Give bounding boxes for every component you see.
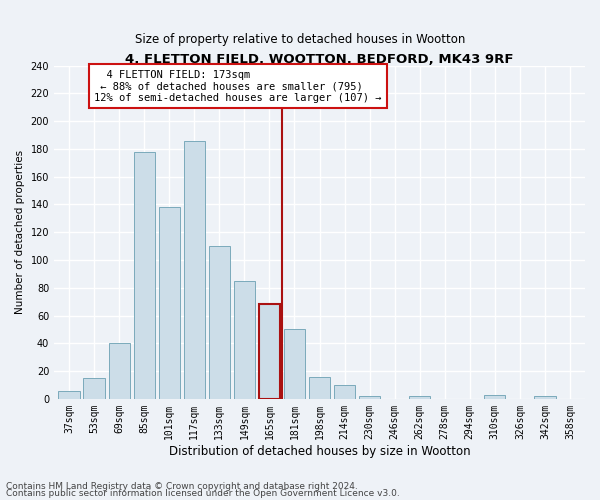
Bar [83,378,105,399]
Bar [234,281,255,399]
Bar [109,344,130,399]
Text: Size of property relative to detached houses in Wootton: Size of property relative to detached ho… [135,32,465,46]
Bar [359,396,380,399]
Bar [534,396,556,399]
Bar [409,396,430,399]
Title: 4, FLETTON FIELD, WOOTTON, BEDFORD, MK43 9RF: 4, FLETTON FIELD, WOOTTON, BEDFORD, MK43… [125,52,514,66]
Bar [184,140,205,399]
Bar [484,394,505,399]
Bar [284,330,305,399]
Bar [309,376,330,399]
Text: Contains HM Land Registry data © Crown copyright and database right 2024.: Contains HM Land Registry data © Crown c… [6,482,358,491]
Bar [134,152,155,399]
Bar [259,304,280,399]
Bar [209,246,230,399]
Bar [334,385,355,399]
Bar [158,207,180,399]
X-axis label: Distribution of detached houses by size in Wootton: Distribution of detached houses by size … [169,444,470,458]
Bar [58,390,80,399]
Text: Contains public sector information licensed under the Open Government Licence v3: Contains public sector information licen… [6,490,400,498]
Y-axis label: Number of detached properties: Number of detached properties [15,150,25,314]
Text: 4 FLETTON FIELD: 173sqm  
 ← 88% of detached houses are smaller (795)
12% of sem: 4 FLETTON FIELD: 173sqm ← 88% of detache… [94,70,382,103]
